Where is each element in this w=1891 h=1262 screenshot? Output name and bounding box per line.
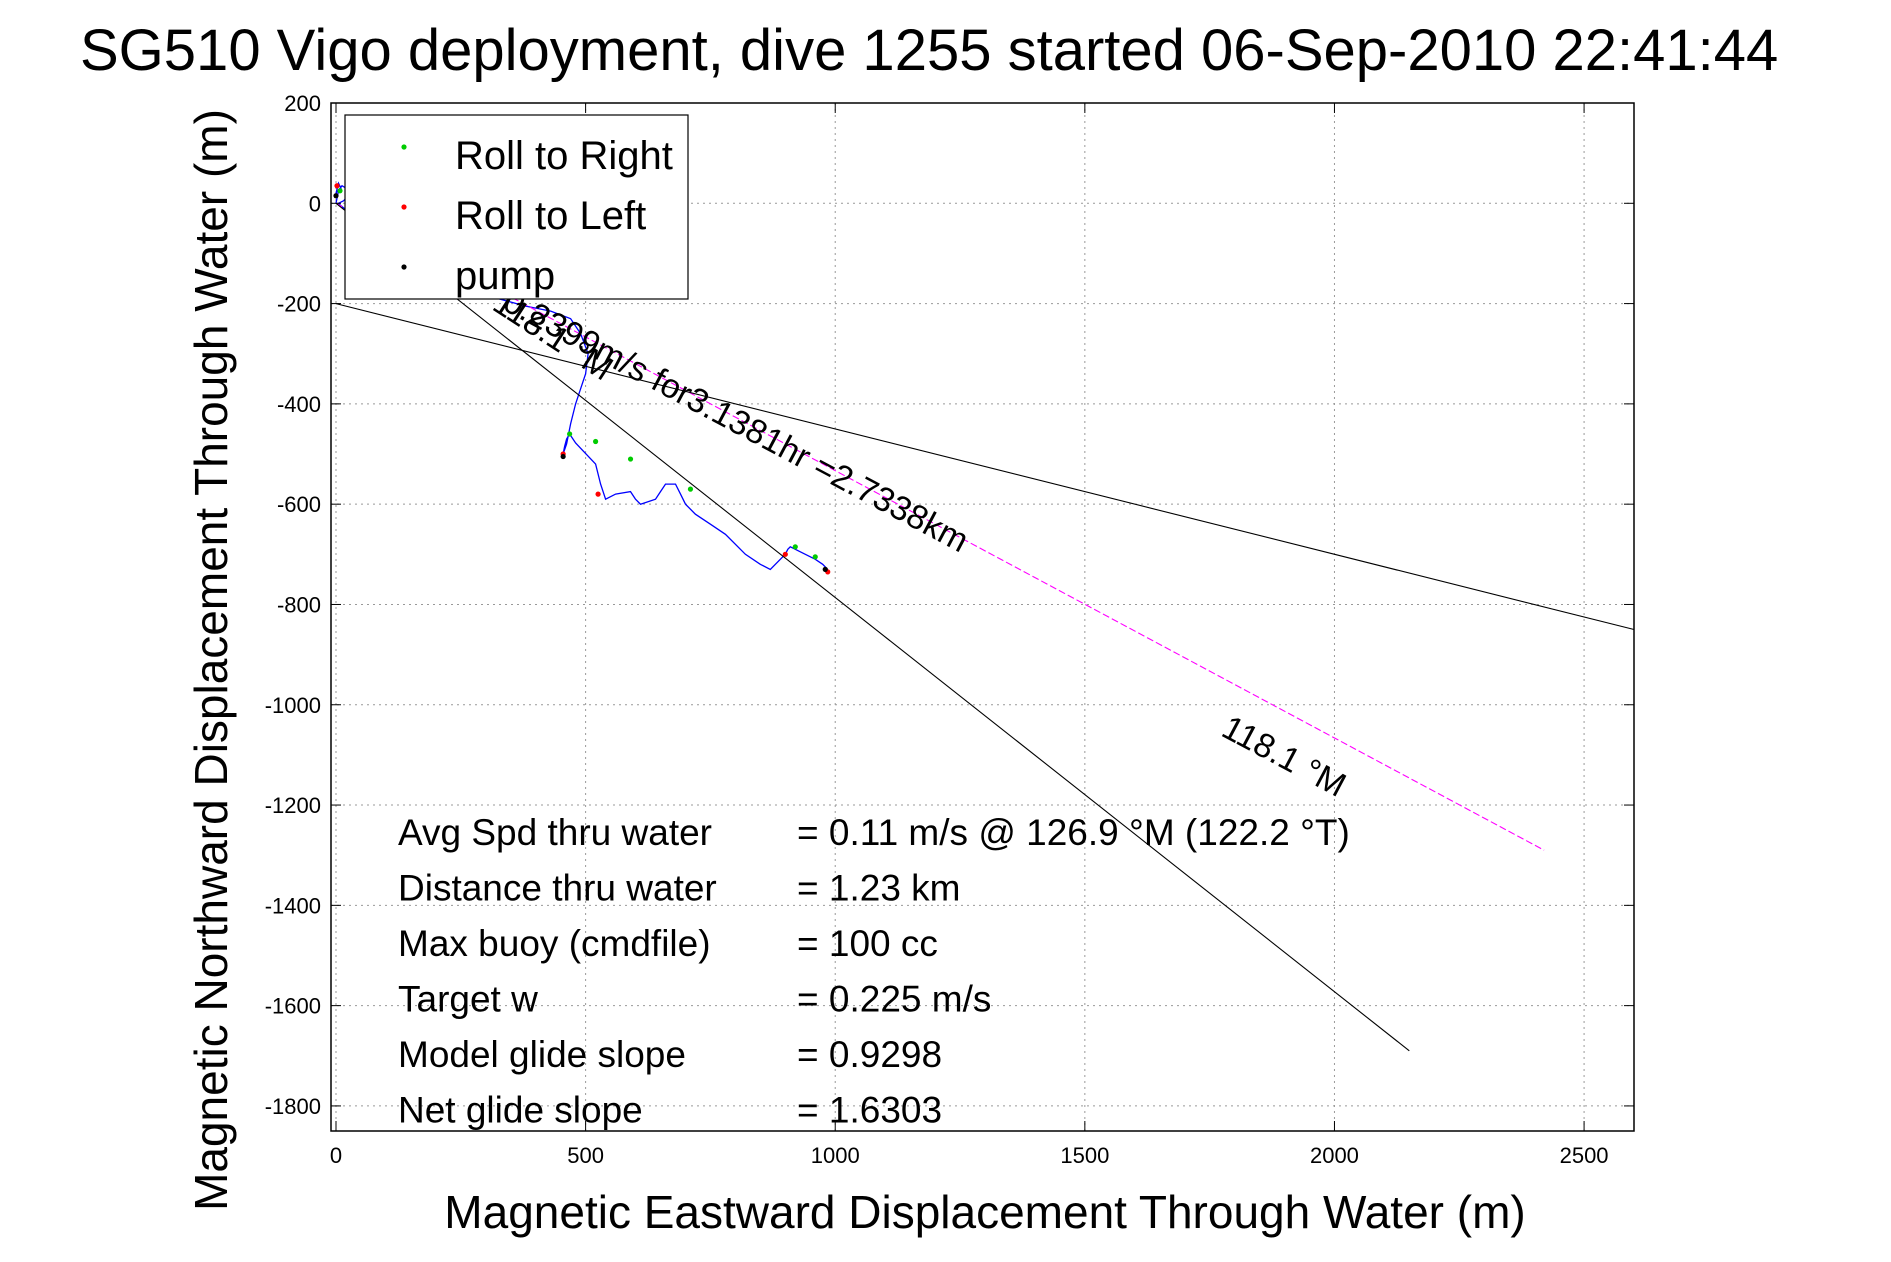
data-point [592,438,599,445]
y-tick-label: 200 [284,91,321,116]
data-lines [335,181,1635,1052]
data-point [560,453,566,460]
y-tick-label: -1600 [265,994,321,1019]
y-axis-label: Magnetic Northward Displacement Through … [185,109,237,1211]
stat-label: Avg Spd thru water [398,812,712,853]
y-tick-label: 0 [309,191,321,216]
legend-marker [401,144,407,150]
x-tick-label: 2500 [1560,1143,1609,1168]
stat-value: = 1.23 km [797,868,961,909]
stat-label: Model glide slope [398,1034,686,1075]
series-line [335,202,1545,851]
stat-value: = 100 cc [797,923,938,964]
y-tick-label: -1200 [265,793,321,818]
data-point [627,456,634,462]
plot-frame [330,102,1635,1132]
stat-label: Net glide slope [398,1090,643,1131]
data-point [792,544,798,550]
legend-label: Roll to Right [455,134,673,178]
legend-label: pump [455,254,555,298]
data-points [333,183,831,575]
data-point [687,486,694,492]
axis-ticks: 0 500 1000 1500 2000 25002000-200-400-600-800… [265,91,1634,1168]
data-point [822,566,828,572]
y-tick-label: -400 [277,392,321,417]
legend-label: Roll to Left [455,194,646,238]
chart-title: SG510 Vigo deployment, dive 1255 started… [80,18,1778,83]
stat-value: = 0.9298 [797,1034,942,1075]
stat-label: Distance thru water [398,868,717,909]
stat-value: = 0.11 m/s @ 126.9 °M (122.2 °T) [797,812,1350,853]
stat-value: = 0.225 m/s [797,979,991,1020]
y-tick-label: -800 [277,592,321,617]
legend: Roll to Right Roll to Left pump [344,114,689,300]
x-tick-label: 0 [330,1143,342,1168]
stat-label: Target w [398,979,538,1020]
data-point [812,554,818,560]
x-tick-label: 1500 [1060,1143,1109,1168]
y-tick-label: -1400 [265,893,321,918]
y-tick-label: -1800 [265,1094,321,1119]
data-point [782,551,788,557]
series-line [335,181,829,571]
data-point [595,491,601,497]
x-tick-label: 1000 [811,1143,860,1168]
stat-label: Max buoy (cmdfile) [398,923,711,964]
x-tick-label: 500 [567,1143,604,1168]
data-point [334,183,340,189]
series-line [335,202,1410,1052]
data-point [567,431,573,437]
x-axis-label: Magnetic Eastward Displacement Through W… [444,1186,1525,1238]
data-point [337,188,343,194]
y-tick-label: -600 [277,492,321,517]
data-point [333,193,339,199]
y-tick-label: -200 [277,292,321,317]
legend-marker [401,204,407,210]
x-tick-label: 2000 [1310,1143,1359,1168]
y-tick-label: -1000 [265,693,321,718]
series-line [335,303,1635,631]
legend-marker [401,264,407,270]
stat-value: = 1.6303 [797,1090,942,1131]
dive-statistics: Avg Spd thru water = 0.11 m/s @ 126.9 °M … [398,812,1350,1131]
